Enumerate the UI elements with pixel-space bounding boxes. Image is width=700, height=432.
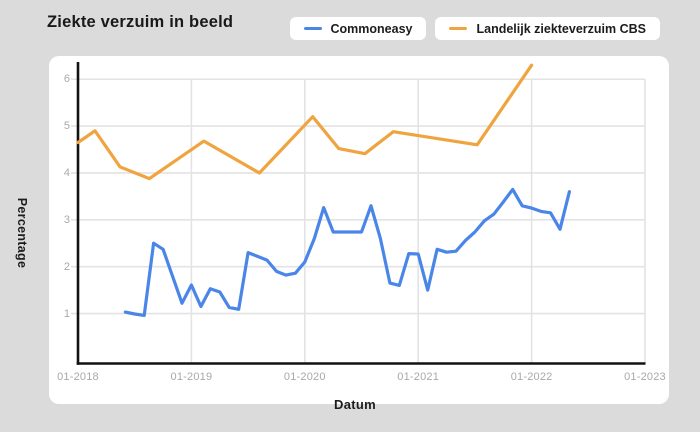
chart-card: [49, 56, 669, 404]
y-tick-label: 4: [63, 166, 70, 179]
y-tick-label: 2: [63, 260, 70, 273]
x-tick-label: 01-2020: [283, 371, 326, 383]
x-tick-label: 01-2018: [57, 371, 99, 383]
y-tick-label: 3: [63, 213, 70, 226]
legend-item-cbs[interactable]: Landelijk ziekteverzuim CBS: [435, 17, 660, 40]
y-tick-label: 1: [63, 307, 70, 320]
chart-title: Ziekte verzuim in beeld: [47, 13, 234, 31]
x-axis-title: Datum: [334, 397, 376, 412]
legend-label-commoneasy: Commoneasy: [330, 21, 413, 36]
x-tick-label: 01-2022: [510, 371, 553, 383]
y-tick-label: 5: [63, 120, 70, 133]
y-tick-label: 6: [63, 73, 70, 86]
x-tick-label: 01-2019: [170, 371, 213, 383]
legend: Commoneasy Landelijk ziekteverzuim CBS: [289, 17, 660, 40]
cbs-line-swatch: [449, 26, 468, 31]
commoneasy-line-swatch: [303, 26, 322, 31]
y-axis-title: Percentage: [15, 197, 29, 269]
x-tick-label: 01-2023: [624, 371, 666, 383]
legend-item-commoneasy[interactable]: Commoneasy: [289, 17, 427, 40]
legend-label-cbs: Landelijk ziekteverzuim CBS: [476, 21, 646, 36]
x-tick-label: 01-2021: [397, 371, 440, 383]
cbs-line: [76, 63, 534, 181]
commoneasy-line: [123, 187, 572, 317]
